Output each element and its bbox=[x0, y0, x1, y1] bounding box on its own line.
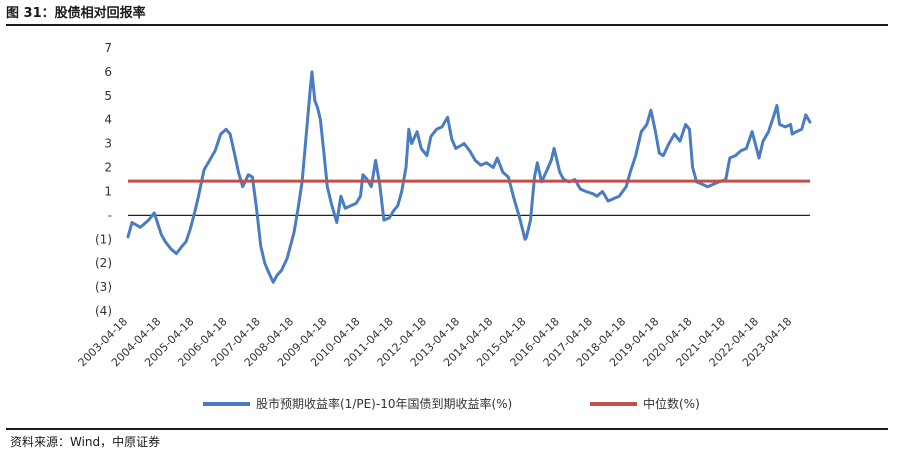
y-tick-label: 1 bbox=[104, 184, 112, 198]
source-note: 资料来源：Wind，中原证券 bbox=[10, 435, 161, 449]
legend: 股市预期收益率(1/PE)-10年国债到期收益率(%) 中位数(%) bbox=[203, 396, 700, 411]
legend-label-median: 中位数(%) bbox=[643, 396, 700, 411]
y-tick-label: 3 bbox=[104, 137, 112, 151]
series-line-pe-bond-spread bbox=[126, 70, 812, 284]
figure-title: 图 31：股债相对回报率 bbox=[6, 6, 146, 21]
y-tick-label: 6 bbox=[104, 65, 112, 79]
y-axis: 7 6 5 4 3 2 1 - (1) (2) (3) (4) bbox=[95, 41, 112, 318]
y-tick-label: 2 bbox=[104, 161, 112, 175]
y-tick-label: 7 bbox=[104, 41, 112, 55]
y-tick-label: (2) bbox=[95, 256, 112, 270]
y-tick-label: (3) bbox=[95, 280, 112, 294]
y-tick-label: 5 bbox=[104, 89, 112, 103]
y-tick-label: 4 bbox=[104, 113, 112, 127]
top-rule bbox=[6, 24, 888, 26]
y-tick-label: - bbox=[108, 208, 112, 222]
y-tick-label: (1) bbox=[95, 232, 112, 246]
legend-label-main: 股市预期收益率(1/PE)-10年国债到期收益率(%) bbox=[256, 396, 512, 411]
bottom-rule bbox=[6, 428, 888, 430]
x-axis: 2003-04-182004-04-182005-04-182006-04-18… bbox=[76, 315, 795, 369]
y-tick-label: (4) bbox=[95, 304, 112, 318]
